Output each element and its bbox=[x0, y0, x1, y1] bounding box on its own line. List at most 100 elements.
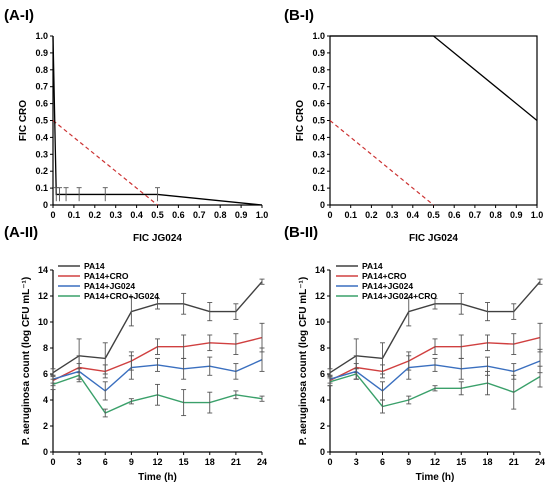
y-tick-label: 8 bbox=[320, 343, 325, 353]
y-tick-label: 0 bbox=[43, 447, 48, 457]
x-tick-label: 0.3 bbox=[109, 210, 122, 220]
y-tick-label: 0.7 bbox=[312, 82, 325, 92]
y-axis-title: P. aeruginosa count (log CFU mL⁻¹) bbox=[298, 277, 309, 445]
x-tick-label: 21 bbox=[509, 457, 519, 467]
x-tick-label: 6 bbox=[103, 457, 108, 467]
y-tick-label: 1.0 bbox=[312, 31, 325, 41]
additivity-line bbox=[329, 120, 434, 206]
isobologram-line bbox=[52, 35, 263, 206]
y-tick-label: 0.2 bbox=[35, 166, 48, 176]
x-tick-label: 0 bbox=[50, 457, 55, 467]
plot-frame bbox=[329, 35, 538, 206]
x-tick-label: 18 bbox=[482, 457, 492, 467]
x-tick-label: 24 bbox=[257, 457, 267, 467]
panel-label-a2: (A-II) bbox=[4, 224, 38, 241]
panel-label-b2: (B-II) bbox=[284, 224, 318, 241]
additivity-line bbox=[52, 120, 158, 206]
legend-label: PA14+CRO bbox=[84, 271, 129, 281]
y-tick-label: 0.6 bbox=[35, 99, 48, 109]
y-tick-label: 0.7 bbox=[35, 82, 48, 92]
y-tick-label: 0.4 bbox=[312, 132, 325, 142]
y-tick-label: 0.8 bbox=[312, 65, 325, 75]
y-axis-title: FIC CRO bbox=[295, 100, 306, 141]
y-axis-title: P. aeruginosa count (log CFU mL⁻¹) bbox=[21, 277, 32, 445]
x-tick-label: 15 bbox=[179, 457, 189, 467]
x-tick-label: 21 bbox=[231, 457, 241, 467]
x-tick-label: 0.5 bbox=[427, 210, 440, 220]
y-tick-label: 4 bbox=[43, 395, 48, 405]
legend-label: PA14+JG024 bbox=[362, 281, 413, 291]
y-tick-label: 2 bbox=[320, 421, 325, 431]
x-axis-title: FIC JG024 bbox=[133, 233, 182, 244]
y-tick-label: 10 bbox=[38, 317, 48, 327]
x-tick-label: 0.1 bbox=[68, 210, 81, 220]
y-tick-label: 0.9 bbox=[35, 48, 48, 58]
x-tick-label: 12 bbox=[430, 457, 440, 467]
legend-label: PA14 bbox=[362, 261, 383, 271]
panel-label-b1: (B-I) bbox=[284, 7, 314, 24]
y-tick-label: 6 bbox=[43, 369, 48, 379]
x-axis-title: Time (h) bbox=[416, 472, 455, 483]
legend-label: PA14+CRO bbox=[362, 271, 407, 281]
x-tick-label: 18 bbox=[205, 457, 215, 467]
x-tick-label: 9 bbox=[129, 457, 134, 467]
y-axis-title: FIC CRO bbox=[18, 100, 29, 141]
legend-label: PA14 bbox=[84, 261, 105, 271]
y-tick-label: 12 bbox=[38, 291, 48, 301]
x-tick-label: 0 bbox=[50, 210, 55, 220]
x-tick-label: 0.6 bbox=[448, 210, 461, 220]
y-tick-label: 0.2 bbox=[312, 166, 325, 176]
isobologram-line bbox=[330, 35, 538, 122]
y-tick-label: 0.3 bbox=[35, 149, 48, 159]
x-tick-label: 0.9 bbox=[235, 210, 248, 220]
y-tick-label: 0 bbox=[320, 200, 325, 210]
x-tick-label: 1.0 bbox=[256, 210, 269, 220]
x-tick-label: 1.0 bbox=[531, 210, 544, 220]
y-tick-label: 0.6 bbox=[312, 99, 325, 109]
x-tick-label: 0.3 bbox=[386, 210, 399, 220]
x-tick-label: 0.2 bbox=[365, 210, 378, 220]
y-tick-label: 2 bbox=[43, 421, 48, 431]
y-tick-label: 0.3 bbox=[312, 149, 325, 159]
x-tick-label: 0.1 bbox=[344, 210, 357, 220]
y-tick-label: 6 bbox=[320, 369, 325, 379]
x-tick-label: 6 bbox=[380, 457, 385, 467]
y-tick-label: 1.0 bbox=[35, 31, 48, 41]
y-tick-label: 0 bbox=[43, 200, 48, 210]
x-tick-label: 24 bbox=[535, 457, 545, 467]
y-tick-label: 0.1 bbox=[35, 183, 48, 193]
y-tick-label: 0.5 bbox=[35, 116, 48, 126]
x-tick-label: 15 bbox=[456, 457, 466, 467]
x-tick-label: 0.8 bbox=[214, 210, 227, 220]
x-axis-title: FIC JG024 bbox=[409, 233, 458, 244]
x-tick-label: 0.6 bbox=[172, 210, 185, 220]
y-tick-label: 10 bbox=[315, 317, 325, 327]
y-tick-label: 0.4 bbox=[35, 132, 48, 142]
x-tick-label: 3 bbox=[77, 457, 82, 467]
x-tick-label: 0.4 bbox=[130, 210, 143, 220]
isobologram-chart-b1: 0 0.1 0.2 0.3 0.4 0.5 0.6 0.7 0.8 0.9 1.0 0 0.1 0.2 0.… bbox=[295, 31, 543, 244]
y-tick-label: 0.5 bbox=[312, 116, 325, 126]
y-tick-label: 14 bbox=[38, 265, 48, 275]
x-tick-label: 3 bbox=[354, 457, 359, 467]
x-tick-label: 0.4 bbox=[407, 210, 420, 220]
x-axis-title: Time (h) bbox=[138, 472, 177, 483]
x-tick-label: 0.7 bbox=[193, 210, 206, 220]
legend-label: PA14+CRO+JG024 bbox=[84, 291, 159, 301]
x-tick-label: 0.9 bbox=[510, 210, 523, 220]
x-tick-label: 0 bbox=[327, 457, 332, 467]
legend-label: PA14+JG024+CRO bbox=[362, 291, 437, 301]
legend-label: PA14+JG024 bbox=[84, 281, 135, 291]
y-tick-label: 0.9 bbox=[312, 48, 325, 58]
x-tick-label: 0.8 bbox=[489, 210, 502, 220]
x-tick-label: 0 bbox=[327, 210, 332, 220]
isobologram-chart-a1: 0 0.1 0.2 0.3 0.4 0.5 0.6 0.7 0.8 0.9 1.0 0 0.1 0.2 0.… bbox=[18, 31, 268, 244]
y-tick-label: 0.1 bbox=[312, 183, 325, 193]
x-tick-label: 12 bbox=[152, 457, 162, 467]
x-tick-label: 0.2 bbox=[89, 210, 102, 220]
y-tick-label: 12 bbox=[315, 291, 325, 301]
x-tick-label: 0.7 bbox=[469, 210, 482, 220]
